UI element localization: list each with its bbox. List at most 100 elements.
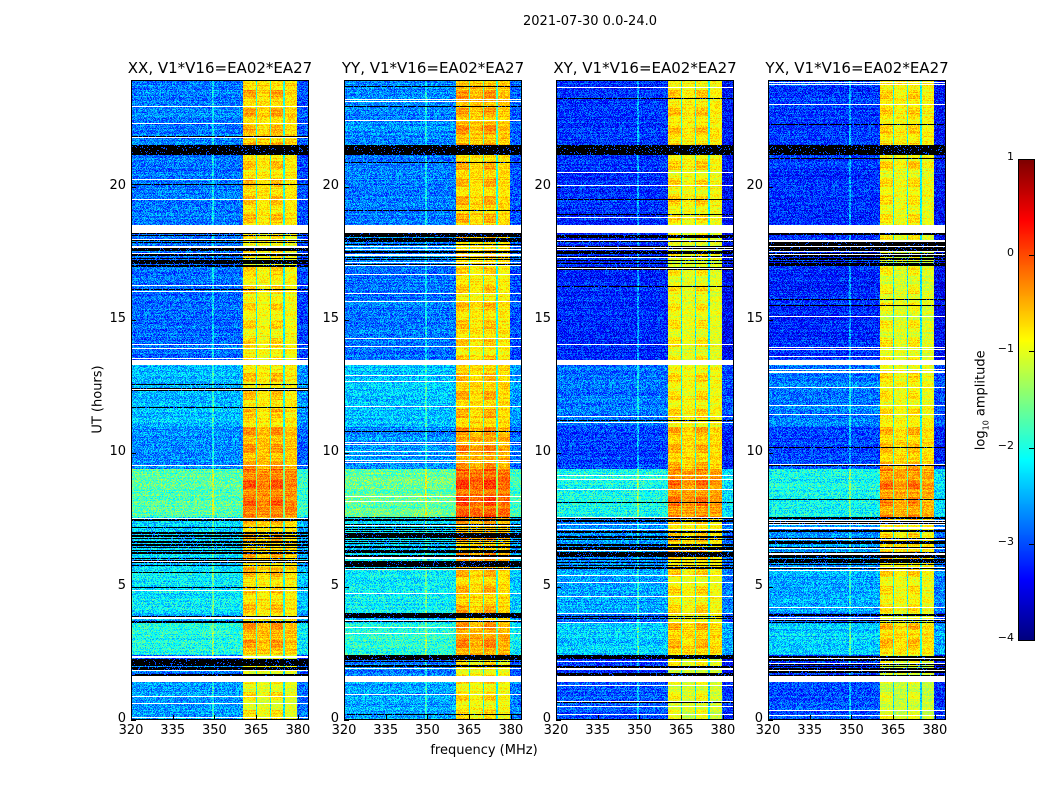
x-tick-mark xyxy=(214,715,216,720)
x-tick-mark xyxy=(722,715,724,720)
y-tick-mark xyxy=(556,320,561,321)
y-tick-label: 10 xyxy=(322,444,339,460)
colorbar-tick-mark xyxy=(1029,351,1034,353)
x-tick-label: 350 xyxy=(415,723,440,738)
y-tick-label: 5 xyxy=(330,577,339,593)
x-tick-mark xyxy=(893,715,895,720)
colorbar-label-sub: 10 xyxy=(981,420,991,431)
x-tick-label: 365 xyxy=(880,723,906,738)
colorbar-tick-mark xyxy=(1029,255,1034,257)
x-tick-label: 320 xyxy=(118,723,144,738)
x-tick-mark xyxy=(131,715,132,720)
y-tick-label: 15 xyxy=(322,311,339,326)
x-tick-label: 350 xyxy=(839,723,864,738)
x-tick-label: 335 xyxy=(585,723,611,738)
y-tick-mark xyxy=(344,586,349,588)
heatmap-cells xyxy=(345,81,521,719)
heatmap-panel-1 xyxy=(344,80,522,720)
x-tick-label: 380 xyxy=(922,723,948,738)
x-tick-label: 365 xyxy=(243,723,269,738)
colorbar-label-rest: amplitude xyxy=(973,350,989,421)
y-tick-mark xyxy=(131,720,136,721)
x-tick-mark xyxy=(297,715,299,720)
x-tick-label: 335 xyxy=(160,723,186,738)
y-tick-label: 15 xyxy=(109,311,126,326)
y-tick-mark xyxy=(131,586,136,588)
y-tick-mark xyxy=(131,453,136,455)
heatmap-panel-2 xyxy=(556,80,734,720)
y-tick-label: 5 xyxy=(542,577,551,593)
heatmap-cells xyxy=(132,81,308,719)
y-tick-mark xyxy=(768,186,773,188)
y-tick-mark xyxy=(768,320,773,321)
y-tick-mark xyxy=(344,186,349,188)
y-tick-mark xyxy=(344,720,349,721)
y-tick-label: 20 xyxy=(322,177,339,193)
x-tick-mark xyxy=(851,715,853,720)
y-tick-label: 15 xyxy=(746,311,763,326)
x-tick-label: 335 xyxy=(373,723,399,738)
x-tick-mark xyxy=(809,715,811,720)
colorbar-gradient xyxy=(1019,160,1034,640)
panel-title: XY, V1*V16=EA02*EA27 xyxy=(553,59,737,77)
y-tick-mark xyxy=(556,186,561,188)
colorbar-tick-label: 0 xyxy=(1007,246,1014,260)
x-tick-mark xyxy=(469,715,471,720)
heatmap-cells xyxy=(557,81,733,719)
y-tick-label: 20 xyxy=(534,177,551,193)
y-tick-mark xyxy=(556,720,561,721)
y-tick-label: 10 xyxy=(109,444,126,460)
x-tick-label: 350 xyxy=(202,723,227,738)
y-tick-label: 0 xyxy=(117,711,126,726)
y-tick-mark xyxy=(344,453,349,455)
x-tick-mark xyxy=(556,715,557,720)
x-tick-mark xyxy=(934,715,936,720)
x-tick-mark xyxy=(385,715,387,720)
y-tick-label: 15 xyxy=(534,311,551,326)
x-tick-mark xyxy=(597,715,599,720)
x-tick-label: 380 xyxy=(285,723,311,738)
panel-title: YY, V1*V16=EA02*EA27 xyxy=(341,59,525,77)
x-tick-mark xyxy=(510,715,512,720)
colorbar-tick-label: −1 xyxy=(997,342,1014,356)
colorbar-tick-mark xyxy=(1029,543,1034,545)
y-tick-label: 0 xyxy=(754,711,763,726)
y-tick-mark xyxy=(556,453,561,455)
y-tick-label: 20 xyxy=(109,177,126,193)
heatmap-panel-0 xyxy=(131,80,309,720)
y-tick-mark xyxy=(131,320,136,321)
y-tick-mark xyxy=(556,586,561,588)
figure-title: 2021-07-30 0.0-24.0 xyxy=(523,14,657,29)
colorbar-tick-mark xyxy=(1029,640,1034,641)
x-tick-label: 365 xyxy=(668,723,694,738)
colorbar-tick-label: −4 xyxy=(997,631,1014,644)
colorbar-tick-label: −2 xyxy=(997,438,1014,452)
x-tick-mark xyxy=(427,715,429,720)
x-axis-label: frequency (MHz) xyxy=(430,743,538,758)
x-tick-mark xyxy=(681,715,683,720)
y-tick-mark xyxy=(768,720,773,721)
panel-title: YX, V1*V16=EA02*EA27 xyxy=(765,59,949,77)
x-tick-mark xyxy=(768,715,769,720)
y-tick-mark xyxy=(768,453,773,455)
panel-title: XX, V1*V16=EA02*EA27 xyxy=(127,59,313,77)
colorbar-tick-mark xyxy=(1029,159,1034,160)
x-tick-mark xyxy=(344,715,345,720)
x-tick-label: 320 xyxy=(543,723,569,738)
y-tick-label: 10 xyxy=(746,444,763,460)
x-tick-mark xyxy=(256,715,258,720)
y-tick-mark xyxy=(131,186,136,188)
x-tick-label: 365 xyxy=(456,723,482,738)
colorbar xyxy=(1018,159,1035,641)
x-tick-label: 380 xyxy=(498,723,524,738)
colorbar-tick-label: −3 xyxy=(997,534,1014,548)
heatmap-cells xyxy=(769,81,945,719)
y-tick-label: 0 xyxy=(330,711,339,726)
x-tick-label: 320 xyxy=(331,723,357,738)
x-tick-mark xyxy=(639,715,641,720)
y-tick-mark xyxy=(768,586,773,588)
colorbar-tick-label: 1 xyxy=(1007,150,1014,163)
y-tick-mark xyxy=(344,320,349,321)
colorbar-tick-mark xyxy=(1029,447,1034,449)
y-axis-label: UT (hours) xyxy=(90,365,106,434)
